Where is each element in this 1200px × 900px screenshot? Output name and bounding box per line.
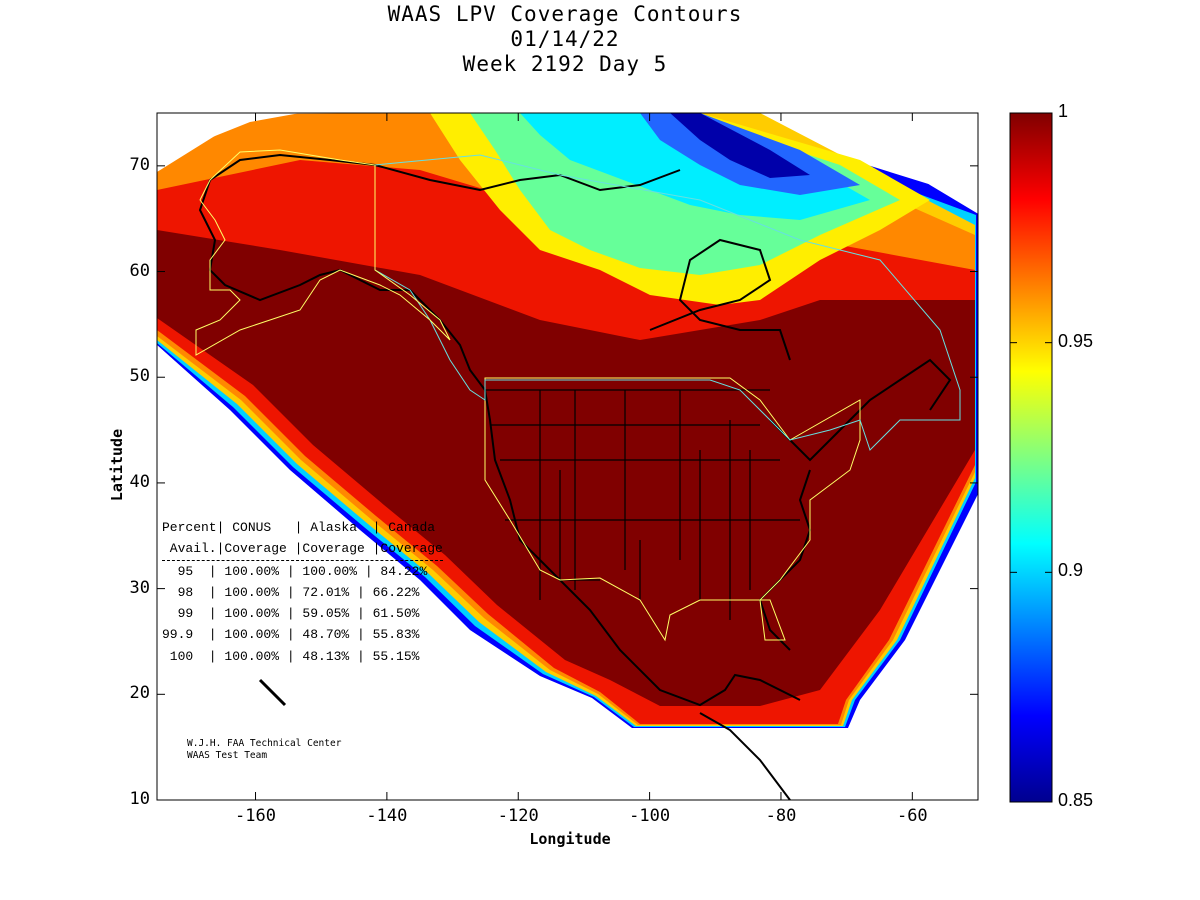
plot-frame	[156, 112, 979, 801]
y-tick-label: 20	[129, 683, 150, 704]
contour-darkred	[157, 230, 975, 706]
x-tick-label: -100	[629, 806, 671, 826]
credit-line: W.J.H. FAA Technical Center	[187, 738, 342, 749]
stats-header-row: Percent| CONUS | Alaska | Canada	[162, 520, 436, 535]
y-tick-label: 40	[129, 471, 150, 492]
state-borders	[485, 389, 800, 620]
colorbar-tick-label: 1	[1058, 101, 1069, 121]
y-tick-label: 30	[129, 577, 150, 598]
contour-north-cyan	[520, 113, 870, 220]
stats-row: 99 | 100.00% | 59.05% | 61.50%	[162, 606, 420, 622]
colorbar-ticks	[1010, 112, 1052, 803]
coverage-contours	[157, 113, 978, 800]
y-tick-label: 50	[129, 366, 150, 387]
colorbar-tick-label: 0.85	[1058, 790, 1094, 810]
x-tick-label: -140	[366, 806, 408, 826]
chart-week-day: Week 2192 Day 5	[462, 52, 668, 76]
stats-subheader-row: Avail.|Coverage |Coverage |Coverage	[162, 538, 443, 561]
y-axis-label: Latitude	[108, 428, 126, 502]
stats-row: 95 | 100.00% | 100.00% | 84.22%	[162, 563, 428, 579]
chart-title: WAAS LPV Coverage Contours	[387, 2, 743, 26]
x-tick-label: -80	[765, 806, 797, 826]
x-tick-label: -120	[497, 806, 539, 826]
credit-text: W.J.H. FAA Technical Center WAAS Test Tea…	[187, 738, 341, 762]
colorbar-tick-label: 0.95	[1058, 330, 1094, 351]
colorbar	[1009, 112, 1053, 803]
x-tick-label: -60	[896, 806, 928, 826]
credit-line: WAAS Test Team	[187, 750, 268, 761]
stats-row: 98 | 100.00% | 72.01% | 66.22%	[162, 584, 420, 600]
chart-date: 01/14/22	[510, 27, 620, 51]
y-tick-label: 60	[129, 260, 150, 281]
stats-row: 99.9 | 100.00% | 48.70% | 55.83%	[162, 627, 420, 643]
y-tick-label: 70	[129, 154, 150, 175]
colorbar-tick-label: 0.9	[1058, 560, 1084, 581]
contour-north-navy	[670, 113, 810, 178]
y-tick-label: 10	[129, 789, 150, 809]
axis-ticks	[157, 113, 978, 801]
x-tick-label: -160	[235, 806, 276, 826]
region-boundaries	[195, 149, 961, 642]
stats-row: 100 | 100.00% | 48.13% | 55.15%	[162, 648, 420, 664]
x-axis-label: Longitude	[529, 830, 611, 848]
coverage-stats-table: Percent| CONUS | Alaska | Canada Avail.|…	[162, 517, 443, 667]
